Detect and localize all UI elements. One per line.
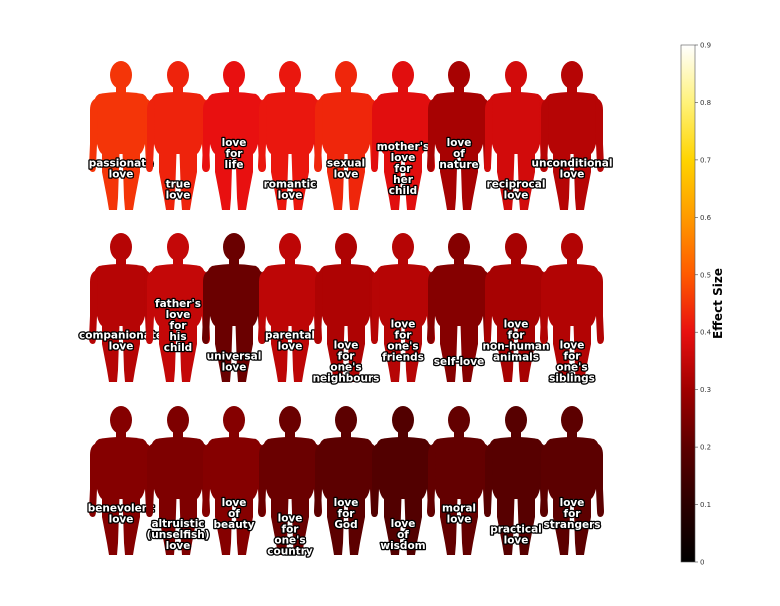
- body-map-moral-love: [427, 406, 491, 555]
- body-map-label: romantic love: [264, 179, 317, 202]
- colorbar-tick-label: 0.3: [700, 386, 711, 394]
- body-map-love-for-non-human-animals: [484, 233, 548, 382]
- body-silhouette: [314, 406, 378, 555]
- colorbar: 0 0.1 0.2 0.3 0.4 0.5 0.6 0.7 0.8 0.9 Effect Size: [680, 42, 725, 567]
- body-map-label: moral love: [442, 503, 476, 526]
- body-maps: passionate love true love love for life romanti…: [78, 61, 614, 559]
- body-silhouette: [258, 233, 322, 382]
- body-map-love-for-ones-country: [258, 406, 322, 555]
- body-map-label: self-love: [434, 356, 485, 368]
- body-map-unconditional-love: [540, 61, 604, 210]
- body-map-label: love of beauty: [213, 497, 254, 531]
- colorbar-tick-label: 0.7: [700, 156, 711, 164]
- body-map-label: practical love: [490, 524, 542, 547]
- body-map-label: love for life: [222, 137, 247, 171]
- body-map-label: father's love for his child: [155, 298, 201, 354]
- body-map-label: love for one's neighbours: [313, 340, 380, 385]
- body-map-label: passionate love: [89, 158, 154, 181]
- body-silhouette: [427, 406, 491, 555]
- body-map-label: benevolent love: [88, 503, 155, 526]
- body-map-love-for-ones-siblings: [540, 233, 604, 382]
- body-map-label: universal love: [207, 351, 262, 374]
- colorbar-tick-label: 0.8: [700, 99, 711, 107]
- body-map-love-of-nature: [427, 61, 491, 210]
- body-silhouette: [540, 406, 604, 555]
- body-map-label: love for one's country: [267, 513, 313, 558]
- colorbar-tick-label: 0.4: [700, 329, 712, 337]
- body-silhouette: [89, 61, 153, 210]
- body-map-label: love for non-human animals: [483, 319, 550, 364]
- body-map-benevolent-love: [89, 406, 153, 555]
- colorbar-tick-label: 0.6: [700, 214, 712, 222]
- body-map-label: sexual love: [327, 158, 365, 181]
- body-map-passionate-love: [89, 61, 153, 210]
- colorbar-tick-label: 0.9: [700, 42, 711, 50]
- body-map-parental-love: [258, 233, 322, 382]
- body-silhouette: [202, 406, 266, 555]
- body-map-altruistic-unselfish-love: [146, 406, 210, 555]
- body-map-label: love for one's siblings: [549, 340, 595, 385]
- body-silhouette: [427, 61, 491, 210]
- colorbar-tick-label: 0.1: [700, 501, 711, 509]
- body-map-love-for-strangers: [540, 406, 604, 555]
- colorbar-tick-label: 0.5: [700, 271, 711, 279]
- body-map-label: love for one's friends: [382, 319, 424, 364]
- body-map-label: mother's love for her child: [377, 141, 429, 197]
- body-map-label: altruistic (unselfish) love: [146, 518, 209, 552]
- body-map-label: companionate love: [79, 330, 163, 353]
- body-map-companionate-love: [89, 233, 153, 382]
- body-map-sexual-love: [314, 61, 378, 210]
- colorbar-scale: [680, 44, 696, 563]
- body-map-love-for-life: [202, 61, 266, 210]
- body-silhouette: [202, 61, 266, 210]
- body-silhouette: [89, 233, 153, 382]
- body-map-label: unconditional love: [532, 158, 613, 181]
- body-silhouette: [89, 406, 153, 555]
- body-map-label: love of wisdom: [380, 518, 425, 552]
- colorbar-tick-label: 0: [700, 559, 704, 567]
- body-map-love-for-god: [314, 406, 378, 555]
- body-map-label: reciprocal love: [487, 179, 546, 202]
- body-map-label: parental love: [265, 330, 315, 353]
- body-map-label: love for strangers: [543, 497, 600, 531]
- colorbar-tick-label: 0.2: [700, 444, 711, 452]
- body-silhouette: [314, 61, 378, 210]
- body-map-label: love for God: [334, 497, 359, 531]
- body-silhouette: [540, 61, 604, 210]
- colorbar-title: Effect Size: [711, 268, 725, 339]
- body-map-label: true love: [166, 179, 191, 202]
- body-map-label: love of nature: [439, 137, 478, 171]
